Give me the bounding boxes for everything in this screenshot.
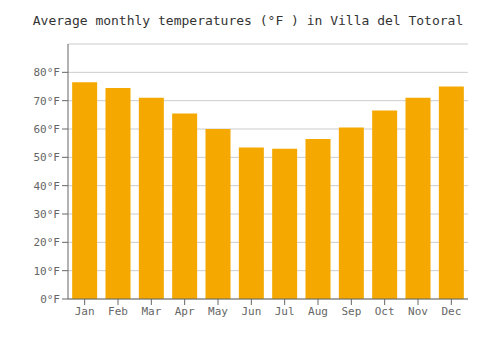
svg-text:40°F: 40°F <box>34 180 61 193</box>
svg-text:30°F: 30°F <box>34 208 61 221</box>
svg-text:May: May <box>208 305 228 318</box>
svg-text:Jul: Jul <box>275 305 295 318</box>
svg-text:0°F: 0°F <box>40 293 60 306</box>
svg-text:10°F: 10°F <box>34 265 61 278</box>
svg-text:80°F: 80°F <box>34 66 61 79</box>
svg-text:Mar: Mar <box>141 305 161 318</box>
svg-text:Nov: Nov <box>408 305 428 318</box>
svg-text:Apr: Apr <box>175 305 195 318</box>
svg-text:Jan: Jan <box>75 305 95 318</box>
svg-text:70°F: 70°F <box>34 95 61 108</box>
svg-text:60°F: 60°F <box>34 123 61 136</box>
svg-text:Jun: Jun <box>241 305 261 318</box>
svg-text:50°F: 50°F <box>34 151 61 164</box>
svg-text:20°F: 20°F <box>34 236 61 249</box>
svg-text:Oct: Oct <box>375 305 395 318</box>
svg-text:Feb: Feb <box>108 305 128 318</box>
svg-text:Aug: Aug <box>308 305 328 318</box>
svg-text:Sep: Sep <box>341 305 361 318</box>
html-text:Average monthly temperatures (: Average monthly temperatures (°F ) in Vi… <box>32 13 464 28</box>
svg-text:Dec: Dec <box>441 305 461 318</box>
